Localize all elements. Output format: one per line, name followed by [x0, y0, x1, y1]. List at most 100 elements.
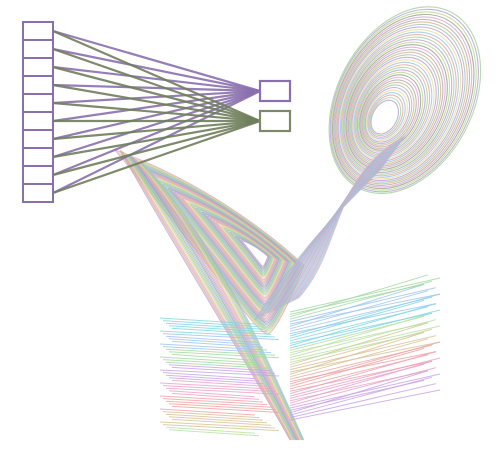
descending-trajectory	[129, 155, 297, 441]
transient-line-left	[159, 408, 256, 416]
descending-trajectory	[125, 153, 294, 441]
transient-line-left	[165, 400, 272, 408]
transient-line-left	[171, 379, 268, 387]
transient-line-left	[168, 403, 276, 411]
transient-line-left	[165, 374, 260, 382]
descending-trajectory	[121, 151, 292, 441]
connection-to-output-2	[52, 119, 261, 159]
right-lobe-orbit	[343, 39, 453, 174]
connection-to-output-2	[52, 29, 261, 123]
transient-line-left	[162, 424, 280, 432]
descending-trajectory	[135, 158, 300, 441]
transient-line-right	[289, 274, 429, 318]
transient-line-left	[168, 377, 264, 385]
descending-trajectory	[119, 149, 291, 441]
descending-trajectory	[139, 161, 303, 441]
transient-line-right	[289, 296, 433, 332]
input-node-10	[22, 183, 54, 203]
transient-line-right	[289, 293, 441, 325]
transient-line-left	[162, 359, 264, 367]
descending-trajectory	[120, 150, 292, 441]
lobe-bridge-trajectory	[281, 147, 397, 307]
transient-line-left	[162, 398, 268, 406]
input-node-4	[22, 75, 54, 95]
right-lobe-orbit	[350, 54, 439, 164]
transient-line-left	[159, 343, 268, 351]
connection-to-output-1	[52, 47, 261, 93]
transient-line-left	[165, 322, 264, 330]
transient-line-left	[165, 387, 280, 395]
transient-line-left	[168, 351, 280, 359]
input-node-6	[22, 111, 54, 131]
input-node-1	[22, 21, 54, 41]
transient-line-right	[289, 363, 425, 399]
transient-line-right	[289, 312, 433, 344]
right-lobe-orbit	[363, 84, 413, 145]
transient-line-left	[162, 333, 280, 341]
descending-trajectory	[131, 156, 298, 441]
transient-line-right	[289, 325, 441, 361]
connection-to-output-2	[52, 119, 261, 195]
transient-line-left	[171, 405, 280, 413]
transient-line-right	[289, 360, 433, 392]
transient-line-right	[289, 370, 429, 414]
input-node-5	[22, 93, 54, 113]
right-lobe-orbit	[346, 46, 446, 169]
transient-line-left	[162, 411, 260, 419]
transient-line-right	[289, 383, 437, 419]
transient-line-left	[159, 382, 272, 390]
descending-trajectory	[137, 160, 302, 441]
right-lobe-orbit	[368, 94, 404, 138]
connection-to-output-2	[52, 47, 261, 123]
lobe-bridge-trajectory	[286, 143, 400, 305]
descending-trajectory	[138, 160, 302, 441]
input-node-3	[22, 57, 54, 77]
lorenz-attractor-trajectories	[114, 6, 482, 441]
lobe-bridge-trajectory	[289, 141, 402, 303]
right-lobe-orbit	[351, 56, 437, 162]
transient-line-right	[289, 379, 425, 411]
descending-trajectory	[132, 157, 299, 441]
input-node-7	[22, 129, 54, 149]
connection-to-output-1	[52, 89, 261, 105]
descending-trajectory	[136, 159, 301, 441]
transient-line-left	[171, 366, 276, 374]
connection-to-output-1	[52, 89, 261, 141]
right-lobe-orbit	[356, 69, 426, 154]
transient-line-right	[289, 331, 425, 363]
transient-line-left	[171, 327, 272, 335]
connection-to-output-2	[52, 83, 261, 123]
descending-trajectory	[130, 156, 298, 441]
lobe-bridge-trajectory	[288, 142, 401, 304]
transient-line-left	[159, 356, 260, 364]
lobe-bridge-trajectory	[283, 146, 398, 306]
transient-line-left	[162, 385, 276, 393]
right-lobe-orbit	[354, 64, 431, 158]
transient-line-right	[289, 283, 425, 315]
input-node-9	[22, 165, 54, 185]
descending-trajectory	[140, 162, 303, 441]
transient-line-right	[289, 344, 433, 380]
transient-line-left	[168, 390, 256, 398]
lobe-bridge-trajectory	[291, 140, 403, 302]
transient-line-right	[289, 389, 441, 421]
transient-line-right	[289, 303, 437, 335]
right-lobe-orbit	[369, 97, 402, 137]
transient-line-left	[165, 335, 256, 343]
lobe-bridge-trajectory	[296, 136, 406, 300]
lobe-bridge-trajectory	[285, 145, 399, 306]
transient-line-left	[168, 338, 260, 346]
transient-line-left	[171, 353, 256, 361]
transient-line-right	[289, 341, 441, 373]
right-lobe-orbit	[367, 92, 406, 140]
transient-line-left	[165, 348, 276, 356]
transient-line-left	[162, 320, 260, 328]
transient-line-right	[289, 306, 429, 342]
right-lobe-orbit	[364, 87, 411, 143]
transient-line-left	[165, 413, 264, 421]
network-nodes	[22, 21, 292, 203]
transient-line-right	[289, 315, 425, 351]
right-lobe-orbit	[347, 49, 444, 167]
right-lobe-orbit	[348, 51, 442, 166]
output-node-2	[258, 109, 292, 133]
